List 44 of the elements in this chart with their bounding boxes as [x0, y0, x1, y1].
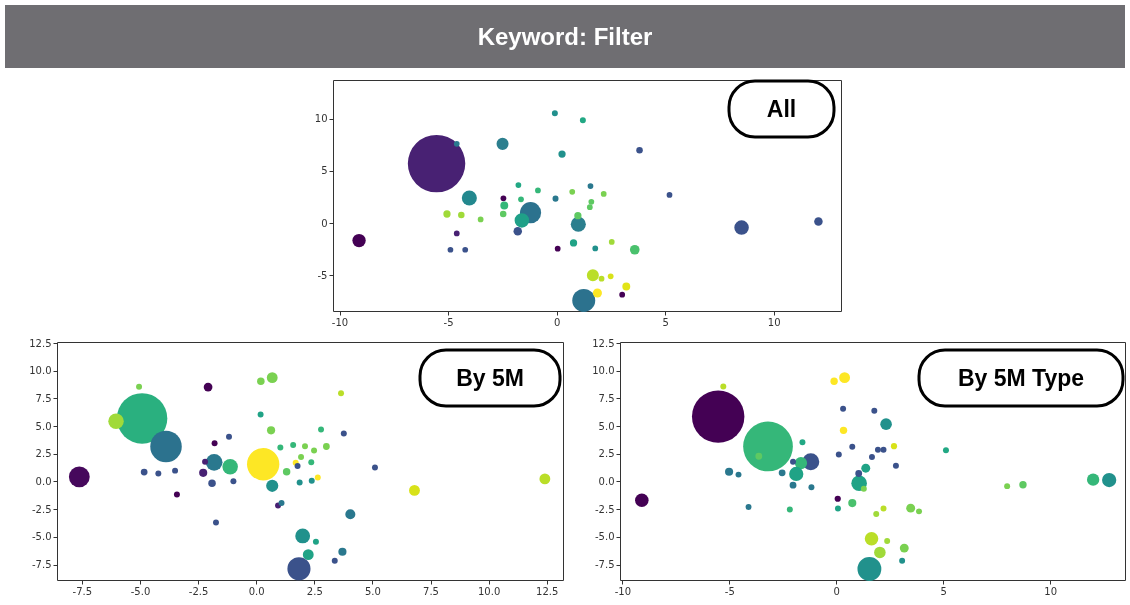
- x-tick-label: -10: [331, 316, 349, 328]
- x-tick-label: 10: [1044, 585, 1057, 597]
- y-tick-label: -2.5: [31, 503, 52, 515]
- y-tick-label: 12.5: [592, 337, 615, 349]
- x-tick-label: 12.5: [536, 585, 559, 597]
- y-tick-label: 12.5: [29, 337, 52, 349]
- y-tick-label: 5.0: [598, 420, 615, 432]
- x-tick-label: 0.0: [248, 585, 265, 597]
- x-tick-label: 10: [767, 316, 781, 328]
- y-tick-label: 5: [321, 165, 328, 177]
- x-tick-label: 5.0: [364, 585, 381, 597]
- x-tick-label: -5.0: [130, 585, 151, 597]
- y-tick-label: 0: [321, 217, 328, 229]
- y-tick-label: 2.5: [35, 448, 52, 460]
- y-tick-label: 10.0: [29, 365, 52, 377]
- text: By 5M: [456, 365, 524, 391]
- x-tick-label: -5: [443, 316, 454, 328]
- x-tick-label: -2.5: [188, 585, 209, 597]
- x-tick-label: 7.5: [423, 585, 439, 597]
- text: Keyword: Filter: [5, 5, 1125, 68]
- y-tick-label: -7.5: [594, 559, 615, 570]
- text: All: [766, 96, 797, 122]
- y-tick-label: -2.5: [594, 503, 615, 515]
- x-tick-label: -10: [614, 585, 632, 597]
- x-tick-label: 5: [662, 316, 669, 328]
- x-tick-label: 0: [553, 316, 561, 328]
- y-tick-label: 7.5: [598, 392, 615, 404]
- y-tick-label: -7.5: [31, 559, 52, 570]
- y-tick-label: -5.0: [594, 531, 615, 543]
- x-tick-label: -5: [724, 585, 735, 597]
- x-tick-label: 5: [940, 585, 947, 597]
- x-tick-label: -7.5: [72, 585, 93, 597]
- y-tick-label: -5: [317, 269, 328, 281]
- y-tick-label: -5.0: [31, 531, 52, 543]
- y-tick-label: 0.0: [598, 475, 615, 487]
- y-tick-label: 0.0: [35, 475, 52, 487]
- y-tick-label: 10: [314, 113, 328, 125]
- y-tick-label: 7.5: [35, 392, 52, 404]
- text: By 5M Type: [957, 365, 1085, 391]
- y-tick-label: 10.0: [592, 365, 615, 377]
- x-tick-label: 0: [833, 585, 840, 597]
- y-tick-label: 5.0: [35, 420, 52, 432]
- x-tick-label: 10.0: [477, 585, 501, 597]
- y-tick-label: 2.5: [598, 448, 615, 460]
